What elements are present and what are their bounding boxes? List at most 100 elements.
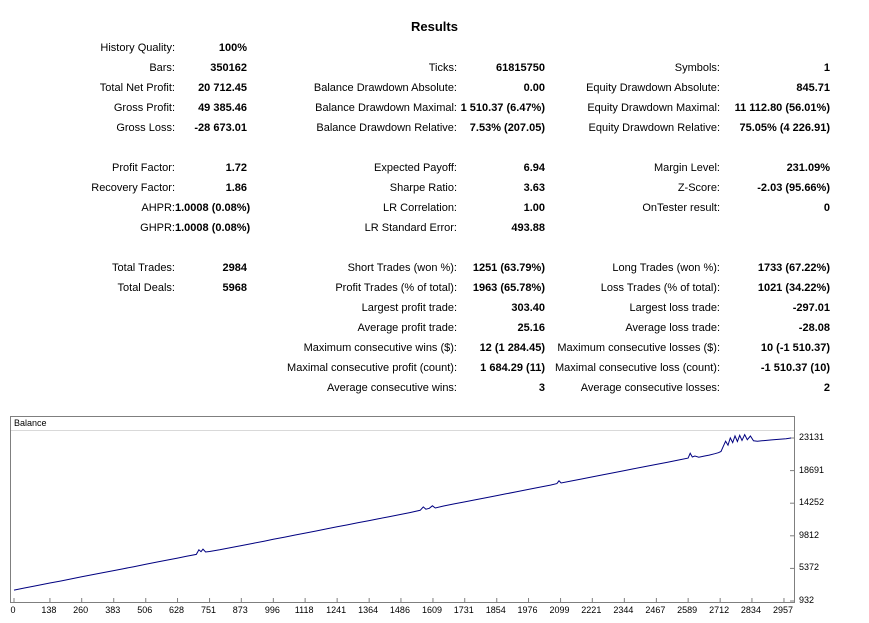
stat-label: Balance Drawdown Absolute: [313, 82, 457, 94]
x-tick-label: 2957 [772, 605, 793, 615]
stat-value: 303.40 [511, 302, 545, 314]
stat-value: 2984 [222, 262, 247, 274]
stat-value: 845.71 [796, 82, 830, 94]
stat-label: Gross Loss: [116, 122, 175, 134]
stat-label: Largest loss trade: [629, 302, 721, 314]
stat-value: 6.94 [523, 162, 545, 174]
x-tick-label: 2712 [709, 605, 730, 615]
stat-value: 0.00 [523, 82, 545, 94]
stat-value: 61815750 [496, 62, 545, 74]
chart-legend-label: Balance [14, 418, 47, 428]
stat-label: Margin Level: [653, 162, 720, 174]
x-tick-label: 1364 [358, 605, 379, 615]
stat-label: Maximal consecutive profit (count): [287, 362, 457, 374]
stat-label: Equity Drawdown Maximal: [587, 102, 720, 114]
stat-label: Maximum consecutive wins ($): [303, 342, 457, 354]
stat-value: 25.16 [517, 322, 545, 334]
stat-value: 2 [823, 382, 830, 394]
stat-label: Average consecutive losses: [580, 382, 720, 394]
balance-chart: Balance [10, 416, 795, 603]
y-tick-label: 5372 [799, 562, 820, 573]
stat-row: Bars: 350162 Ticks: 61815750 Symbols: 1 [0, 58, 840, 78]
x-tick-label: 1731 [453, 605, 474, 615]
stat-value: 1 510.37 (6.47%) [460, 102, 545, 114]
x-tick-label: 1241 [326, 605, 347, 615]
stat-label: Largest profit trade: [361, 302, 457, 314]
stat-value: -28 673.01 [194, 122, 247, 134]
stat-value: 1.0008 (0.08%) [175, 202, 251, 214]
stat-value: 12 (1 284.45) [479, 342, 545, 354]
x-tick-label: 1609 [421, 605, 442, 615]
stat-label: OnTester result: [642, 202, 720, 214]
stat-label: LR Standard Error: [364, 222, 457, 234]
balance-chart-svg [11, 430, 794, 602]
stat-row: Gross Loss: -28 673.01 Balance Drawdown Re… [0, 118, 840, 138]
stat-row: AHPR: 1.0008 (0.08%) LR Correlation: 1.00 On… [0, 198, 840, 218]
x-tick-label: 2589 [677, 605, 698, 615]
x-tick-label: 383 [105, 605, 121, 615]
stat-value: 3 [538, 382, 545, 394]
stat-row: Largest profit trade: 303.40 Largest loss … [0, 298, 840, 318]
x-tick-label: 2467 [645, 605, 666, 615]
stat-row: Maximum consecutive wins ($): 12 (1 284.4… [0, 338, 840, 358]
stats-table: History Quality: 100% Bars: 350162 Ticks: 618… [0, 38, 840, 398]
stat-value: 1.72 [225, 162, 247, 174]
stat-label: Sharpe Ratio: [389, 182, 457, 194]
stat-row [0, 238, 840, 258]
stat-value: 1.00 [523, 202, 545, 214]
stat-row: Total Trades: 2984 Short Trades (won %): 12… [0, 258, 840, 278]
x-tick-label: 260 [73, 605, 89, 615]
stat-value: -297.01 [792, 302, 830, 314]
stat-value: 1.0008 (0.08%) [175, 222, 251, 234]
stat-row: History Quality: 100% [0, 38, 840, 58]
stat-label: Gross Profit: [113, 102, 175, 114]
stat-label: Profit Factor: [112, 162, 175, 174]
stat-label: Average loss trade: [625, 322, 720, 334]
stat-row: Maximal consecutive profit (count): 1 684… [0, 358, 840, 378]
stat-row: Average profit trade: 25.16 Average loss t… [0, 318, 840, 338]
x-tick-label: 1854 [485, 605, 506, 615]
stat-label: Maximal consecutive loss (count): [554, 362, 720, 374]
stat-label: Total Deals: [117, 282, 175, 294]
stat-label: Balance Drawdown Relative: [316, 122, 457, 134]
x-tick-label: 138 [41, 605, 57, 615]
page-title: Results [411, 19, 458, 34]
x-tick-label: 506 [137, 605, 153, 615]
stat-label: GHPR: [140, 222, 175, 234]
stat-value: 1 [823, 62, 830, 74]
stat-value: 1.86 [225, 182, 247, 194]
stat-label: LR Correlation: [383, 202, 457, 214]
stat-label: Profit Trades (% of total): [335, 282, 457, 294]
stat-label: Balance Drawdown Maximal: [315, 102, 457, 114]
y-tick-label: 9812 [799, 529, 820, 540]
stat-label: Recovery Factor: [91, 182, 175, 194]
stat-label: Average consecutive wins: [326, 382, 457, 394]
stat-label: Maximum consecutive losses ($): [557, 342, 720, 354]
stat-row: Total Deals: 5968 Profit Trades (% of tota… [0, 278, 840, 298]
x-tick-label: 2344 [613, 605, 634, 615]
stat-label: Bars: [149, 62, 175, 74]
x-tick-label: 2834 [740, 605, 761, 615]
stat-value: -28.08 [798, 322, 830, 334]
stat-value: 1021 (34.22%) [757, 282, 830, 294]
stat-label: Total Net Profit: [99, 82, 175, 94]
x-tick-label: 751 [201, 605, 217, 615]
y-tick-label: 23131 [799, 432, 825, 442]
stat-value: 11 112.80 (56.01%) [734, 102, 830, 114]
stat-value: 1251 (63.79%) [472, 262, 545, 274]
stat-value: 1963 (65.78%) [472, 282, 545, 294]
stat-value: 49 385.46 [198, 102, 247, 114]
x-tick-label: 873 [232, 605, 248, 615]
stat-label: Short Trades (won %): [347, 262, 457, 274]
stat-value: -2.03 (95.66%) [757, 182, 830, 194]
stat-value: 231.09% [786, 162, 830, 174]
stat-label: Equity Drawdown Relative: [588, 122, 720, 134]
x-tick-label: 1118 [294, 605, 314, 615]
stat-row: Recovery Factor: 1.86 Sharpe Ratio: 3.63 Z-S… [0, 178, 840, 198]
stat-label: Long Trades (won %): [612, 262, 720, 274]
stat-label: Loss Trades (% of total): [600, 282, 720, 294]
stat-value: 493.88 [511, 222, 545, 234]
stat-row: Gross Profit: 49 385.46 Balance Drawdown M… [0, 98, 840, 118]
x-tick-label: 1486 [389, 605, 410, 615]
stat-value: 0 [823, 202, 830, 214]
